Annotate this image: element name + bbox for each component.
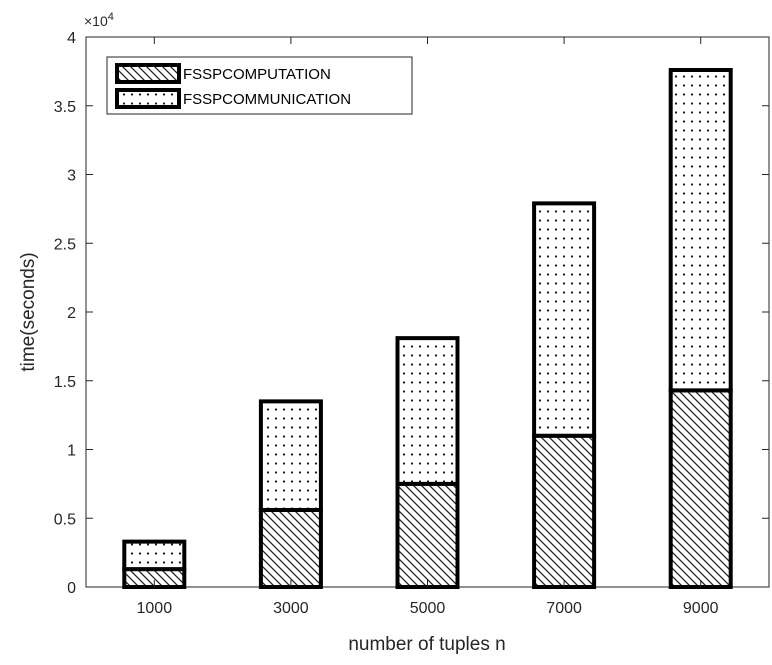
x-tick-label: 1000 — [137, 600, 173, 617]
y-tick-label: 0 — [67, 580, 76, 597]
y-axis-label: time(seconds) — [18, 252, 39, 371]
bar-computation-7000 — [532, 433, 597, 589]
bar-communication-1000 — [122, 539, 187, 572]
y-multiplier: ×104 — [84, 11, 114, 29]
bar-computation-5000 — [395, 481, 460, 589]
bar-communication-9000 — [668, 68, 733, 393]
x-tick-label: 9000 — [683, 600, 719, 617]
y-tick-label: 3 — [67, 168, 76, 185]
x-tick-label: 5000 — [410, 600, 446, 617]
bar-communication-5000 — [395, 336, 460, 486]
bar-computation-3000 — [258, 508, 323, 589]
y-tick-label: 2 — [67, 305, 76, 322]
bar-computation-9000 — [668, 388, 733, 589]
bar-communication-7000 — [532, 201, 597, 438]
x-axis-label: number of tuples n — [348, 634, 505, 655]
bars-layer — [122, 68, 733, 589]
y-tick-label: 2.5 — [54, 236, 76, 253]
x-tick-label: 7000 — [546, 600, 582, 617]
legend-label-computation: FSSPCOMPUTATION — [183, 66, 331, 83]
y-tick-label: 1 — [67, 443, 76, 460]
y-tick-label: 3.5 — [54, 99, 76, 116]
y-tick-label: 1.5 — [54, 374, 76, 391]
legend-swatch-computation — [115, 63, 181, 84]
y-tick-label: 4 — [67, 30, 76, 47]
legend-label-communication: FSSPCOMMUNICATION — [183, 91, 351, 108]
legend-swatch-communication — [115, 88, 181, 109]
y-tick-label: 0.5 — [54, 511, 76, 528]
legend: FSSPCOMPUTATION FSSPCOMMUNICATION — [106, 56, 413, 115]
y-multiplier-base: ×10 — [84, 13, 108, 29]
y-multiplier-exponent: 4 — [108, 11, 114, 23]
y-axis-ticks: 0 0.5 1 1.5 2 2.5 3 3.5 4 — [54, 30, 769, 597]
x-axis-ticks: 1000 3000 5000 7000 9000 — [137, 37, 719, 617]
bar-communication-3000 — [258, 399, 323, 512]
x-tick-label: 3000 — [273, 600, 309, 617]
